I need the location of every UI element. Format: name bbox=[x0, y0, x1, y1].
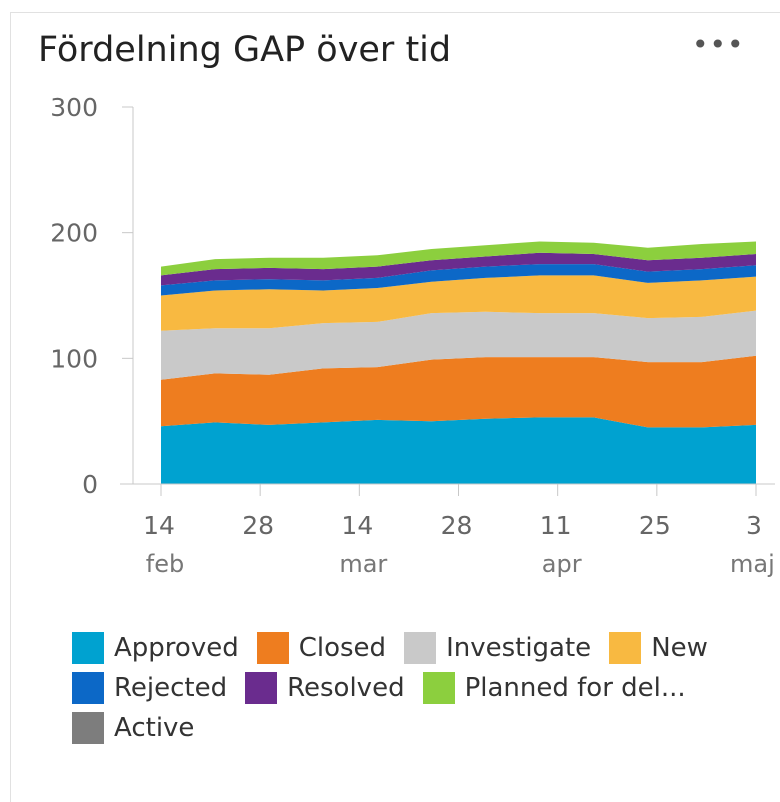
legend-swatch bbox=[256, 632, 289, 664]
area-series-planned-for-del bbox=[161, 241, 756, 276]
legend-label: Approved bbox=[114, 633, 239, 663]
area-series-investigate bbox=[161, 310, 756, 380]
legend-label: New bbox=[651, 633, 708, 663]
legend-item[interactable]: Rejected bbox=[72, 672, 227, 704]
stacked-area-chart: 0 100 200 300 14 feb 28 14 mar 28 11 apr 25 3 maj bbox=[50, 93, 775, 578]
x-tick-month-label: feb bbox=[146, 550, 184, 578]
y-tick-label: 200 bbox=[50, 219, 98, 248]
legend-swatch bbox=[404, 632, 437, 664]
x-tick-label: 28 bbox=[242, 511, 274, 540]
legend-item[interactable]: Resolved bbox=[245, 672, 405, 704]
legend-label: Active bbox=[114, 713, 195, 743]
legend-row: Active bbox=[72, 708, 772, 748]
area-series-rejected bbox=[161, 264, 756, 296]
legend-swatch bbox=[609, 632, 642, 664]
legend-swatch bbox=[72, 672, 104, 704]
legend-item[interactable]: New bbox=[609, 632, 708, 664]
legend-label: Planned for del... bbox=[464, 673, 686, 703]
legend-label: Rejected bbox=[114, 673, 228, 703]
x-tick-label: 14 bbox=[143, 511, 175, 540]
legend-item[interactable]: Investigate bbox=[404, 632, 591, 664]
chart-legend: Approved Closed Investigate New Rejected Reso… bbox=[72, 628, 772, 748]
legend-label: Resolved bbox=[287, 673, 405, 703]
y-tick-label: 300 bbox=[50, 93, 98, 122]
area-series-approved bbox=[161, 417, 756, 484]
area-series-resolved bbox=[161, 252, 756, 286]
y-tick-label: 0 bbox=[82, 470, 98, 499]
legend-row: Rejected Resolved Planned for del... bbox=[72, 668, 772, 708]
legend-label: Closed bbox=[298, 633, 387, 663]
legend-swatch bbox=[72, 632, 104, 664]
x-tick-month-label: mar bbox=[339, 550, 387, 578]
y-tick-label: 100 bbox=[50, 344, 98, 373]
legend-item[interactable]: Planned for del... bbox=[422, 672, 686, 704]
legend-swatch bbox=[245, 672, 278, 704]
area-series-closed bbox=[161, 355, 756, 428]
legend-label: Investigate bbox=[446, 633, 592, 663]
x-tick-label: 3 bbox=[746, 511, 762, 540]
legend-item[interactable]: Active bbox=[72, 712, 194, 744]
x-tick-label: 11 bbox=[540, 511, 572, 540]
legend-item[interactable]: Approved bbox=[72, 632, 239, 664]
legend-swatch bbox=[72, 712, 104, 744]
more-options-icon[interactable]: ••• bbox=[692, 28, 745, 61]
x-tick-label: 25 bbox=[639, 511, 671, 540]
legend-item[interactable]: Closed bbox=[256, 632, 387, 664]
x-tick-month-label: maj bbox=[730, 550, 775, 578]
x-tick-month-label: apr bbox=[542, 550, 582, 578]
widget-title: Fördelning GAP över tid bbox=[38, 30, 452, 70]
legend-swatch bbox=[422, 672, 455, 704]
area-series-new bbox=[161, 275, 756, 331]
x-tick-label: 28 bbox=[441, 511, 473, 540]
x-tick-label: 14 bbox=[341, 511, 373, 540]
legend-row: Approved Closed Investigate New bbox=[72, 628, 772, 668]
